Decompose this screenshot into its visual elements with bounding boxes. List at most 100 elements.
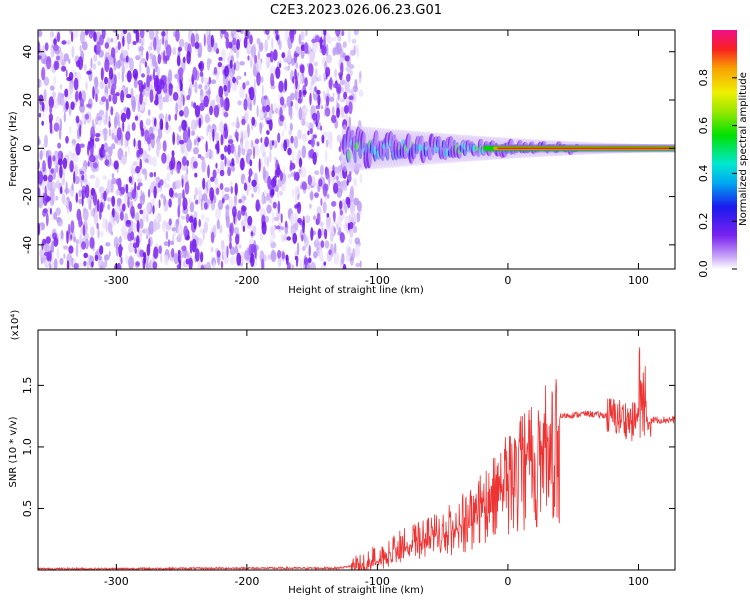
noise-blob — [223, 123, 228, 132]
noise-blob — [179, 79, 183, 92]
noise-blob — [336, 107, 340, 118]
noise-blob — [294, 186, 300, 196]
noise-blob — [154, 117, 157, 127]
noise-blob — [257, 50, 261, 61]
noise-blob — [240, 157, 244, 170]
noise-blob — [167, 239, 170, 248]
noise-blob — [161, 220, 167, 233]
noise-blob — [84, 30, 89, 36]
noise-blob — [195, 199, 199, 205]
x-tick-label: -300 — [104, 274, 129, 287]
noise-blob — [333, 182, 339, 194]
noise-blob — [329, 96, 335, 103]
noise-blob — [137, 139, 142, 150]
noise-blob — [290, 92, 295, 101]
noise-blob — [179, 110, 184, 117]
noise-blob — [113, 160, 119, 170]
noise-blob — [332, 92, 335, 98]
noise-blob — [181, 165, 188, 171]
noise-blob — [148, 220, 155, 235]
noise-blob — [350, 200, 354, 215]
spectrogram-frame — [37, 29, 676, 270]
y-tick-label: 1.5 — [21, 377, 34, 395]
noise-blob — [128, 256, 135, 269]
y-tick-label: 0.5 — [21, 500, 34, 518]
noise-blob — [269, 150, 272, 163]
colorbar-tick-label: 0.4 — [697, 165, 710, 183]
noise-blob — [205, 261, 212, 269]
noise-blob — [122, 35, 125, 47]
noise-blob — [92, 162, 98, 169]
noise-blob — [157, 53, 162, 65]
noise-blob — [266, 120, 270, 125]
noise-blob — [301, 118, 306, 126]
noise-blob — [227, 144, 232, 155]
noise-blob — [163, 50, 166, 65]
noise-blob — [216, 250, 221, 258]
noise-blob — [168, 69, 173, 83]
noise-blob — [180, 215, 186, 220]
noise-blob — [310, 261, 316, 269]
noise-blob — [43, 208, 48, 214]
noise-blob — [79, 45, 82, 52]
noise-blob — [68, 201, 72, 213]
noise-blob — [295, 75, 298, 90]
noise-blob — [356, 212, 361, 222]
noise-blob — [165, 230, 169, 240]
noise-blob — [244, 71, 247, 77]
noise-blob — [321, 134, 325, 144]
colorbar-tick-label: 0.2 — [697, 212, 710, 230]
noise-blob — [183, 195, 186, 207]
noise-blob — [249, 57, 253, 69]
noise-blob — [94, 137, 100, 142]
noise-blob — [194, 138, 197, 146]
noise-blob — [256, 105, 259, 118]
noise-blob — [242, 130, 248, 140]
noise-blob — [203, 95, 209, 108]
noise-blob — [160, 253, 163, 264]
noise-blob — [83, 63, 87, 71]
noise-blob — [295, 62, 299, 69]
x-tick-label: 100 — [628, 274, 649, 287]
noise-blob — [219, 169, 225, 177]
noise-blob — [212, 128, 215, 142]
noise-blob — [256, 37, 261, 45]
noise-blob — [68, 150, 73, 157]
noise-blob — [251, 193, 254, 198]
noise-blob — [241, 148, 246, 156]
noise-blob — [233, 226, 239, 235]
noise-blob — [292, 232, 298, 244]
noise-blob — [347, 222, 350, 231]
noise-blob — [215, 208, 222, 220]
noise-blob — [117, 71, 121, 80]
noise-blob — [267, 175, 272, 190]
noise-blob — [197, 52, 202, 58]
noise-blob — [66, 202, 69, 214]
noise-blob — [77, 56, 84, 70]
noise-blob — [90, 143, 94, 158]
noise-blob — [177, 252, 181, 263]
noise-blob — [50, 198, 55, 206]
noise-blob — [105, 108, 108, 123]
noise-blob — [99, 80, 105, 90]
noise-blob — [73, 171, 76, 184]
noise-blob — [205, 90, 212, 95]
noise-blob — [250, 231, 254, 237]
noise-blob — [243, 182, 248, 191]
noise-blob — [75, 244, 79, 258]
noise-blob — [140, 57, 147, 64]
noise-blob — [44, 185, 47, 199]
noise-blob — [296, 201, 302, 214]
noise-blob — [60, 230, 64, 240]
noise-blob — [225, 214, 230, 229]
noise-blob — [178, 74, 184, 84]
noise-blob — [90, 209, 94, 217]
noise-blob — [65, 101, 69, 110]
noise-blob — [181, 245, 187, 252]
noise-blob — [66, 76, 72, 82]
noise-blob — [323, 261, 327, 266]
noise-blob — [241, 118, 246, 126]
noise-blob — [44, 42, 49, 51]
noise-blob — [342, 263, 347, 269]
noise-blob — [239, 61, 245, 66]
